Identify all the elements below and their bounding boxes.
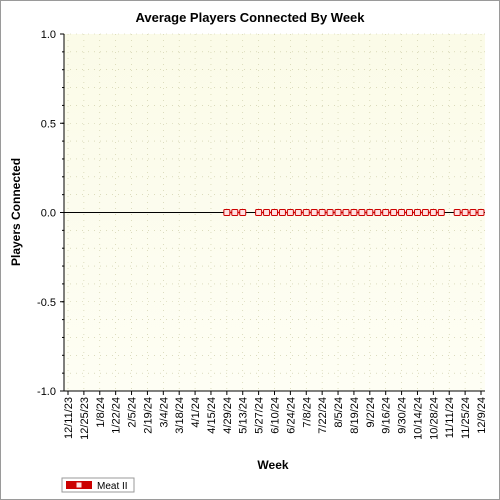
data-point [231, 209, 239, 216]
y-tick-labels: 1.0 0.5 0.0 -0.5 -1.0 [37, 29, 56, 398]
x-tick-label: 12/25/23 [79, 397, 91, 440]
y-tick-label: 0.5 [41, 118, 56, 130]
data-point [278, 209, 286, 216]
x-tick-label: 1/8/24 [95, 397, 107, 428]
x-tick-label: 8/5/24 [333, 397, 345, 428]
data-point [461, 209, 469, 216]
x-tick-label: 3/4/24 [158, 397, 170, 428]
legend-entry-label: Meat II [97, 481, 128, 492]
x-tick-label: 1/22/24 [111, 397, 123, 434]
x-tick-label: 9/16/24 [381, 397, 393, 434]
data-point [286, 209, 294, 216]
data-point [374, 209, 382, 216]
data-point [429, 209, 437, 216]
x-tick-label: 12/9/24 [476, 397, 488, 434]
data-point [390, 209, 398, 216]
data-point [382, 209, 390, 216]
data-point [294, 209, 302, 216]
x-tick-label: 9/30/24 [397, 397, 409, 434]
x-tick-label: 3/18/24 [174, 397, 186, 434]
x-tick-label: 4/1/24 [190, 397, 202, 428]
data-point [413, 209, 421, 216]
data-point [318, 209, 326, 216]
data-point [302, 209, 310, 216]
x-tick-label: 4/29/24 [222, 397, 234, 434]
data-point [239, 209, 247, 216]
x-tick-label: 10/14/24 [412, 397, 424, 440]
x-tick-label: 11/11/24 [444, 397, 456, 438]
chart-title: Average Players Connected By Week [135, 10, 365, 25]
data-point [366, 209, 374, 216]
x-tick-label: 12/11/23 [63, 397, 75, 439]
x-tick-labels: 12/11/23 12/25/23 1/8/24 1/22/24 2/5/24 2/19/… [63, 397, 488, 440]
x-tick-label: 10/28/24 [428, 397, 440, 440]
data-point [453, 209, 461, 216]
data-point [421, 209, 429, 216]
legend-marker [75, 481, 83, 489]
x-tick-label: 5/27/24 [254, 397, 266, 434]
x-tick-label: 11/25/24 [460, 397, 472, 439]
x-tick-label: 2/5/24 [127, 397, 139, 428]
grid [64, 33, 485, 392]
y-tick-label: -0.5 [37, 297, 56, 309]
x-tick-label: 5/13/24 [238, 397, 250, 434]
legend: Meat II [61, 477, 135, 493]
x-axis-label: Week [257, 458, 288, 472]
x-tick-label: 4/15/24 [206, 397, 218, 434]
y-axis-label: Players Connected [9, 158, 23, 266]
data-point [326, 209, 334, 216]
data-point [398, 209, 406, 216]
data-point [223, 209, 231, 216]
x-tick-label: 8/19/24 [349, 397, 361, 434]
data-point [350, 209, 358, 216]
data-point [310, 209, 318, 216]
y-tick-label: -1.0 [37, 386, 56, 398]
x-tick-label: 9/2/24 [365, 397, 377, 428]
data-point [263, 209, 271, 216]
series-meat-ii [223, 209, 485, 216]
data-point [477, 209, 485, 216]
data-point [255, 209, 263, 216]
x-tick-label: 6/10/24 [270, 397, 282, 434]
y-tick-label: 1.0 [41, 29, 56, 41]
data-point [406, 209, 414, 216]
data-point [437, 209, 445, 216]
data-point [358, 209, 366, 216]
x-tick-label: 7/22/24 [317, 397, 329, 434]
x-tick-label: 6/24/24 [285, 397, 297, 434]
y-tick-label: 0.0 [41, 208, 56, 220]
data-point [342, 209, 350, 216]
x-tick-label: 2/19/24 [142, 397, 154, 434]
data-point [271, 209, 278, 216]
x-tick-label: 7/8/24 [301, 397, 313, 428]
data-point [469, 209, 477, 216]
data-point [334, 209, 342, 216]
